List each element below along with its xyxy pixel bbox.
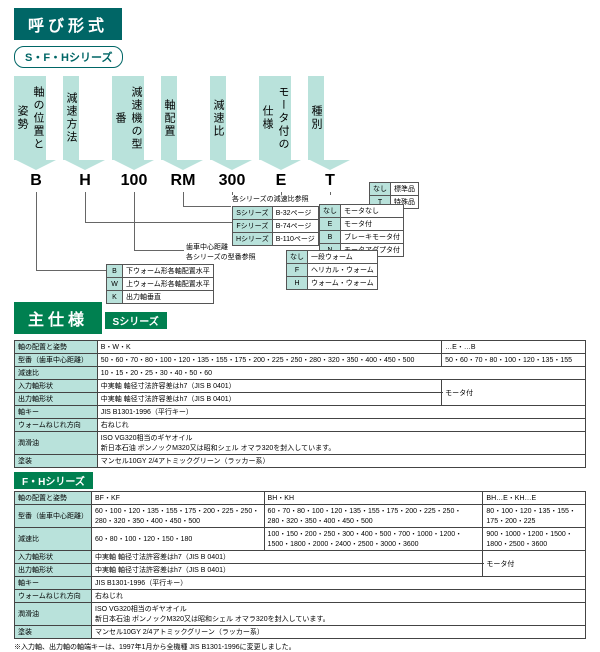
s-spec-table: 軸の配置と姿勢B・W・K…E・…B 型番（歯車中心距離）50・60・70・80・… [14, 340, 586, 468]
code: H [63, 172, 107, 190]
worm-table: なし一段ウォーム Fヘリカル・ウォーム Hウォーム・ウォーム [286, 250, 378, 290]
col-head: 軸配置 [161, 76, 177, 160]
col-head: 種別 [308, 76, 324, 160]
s-series-label: Sシリーズ [105, 312, 167, 329]
bwk-table: B下ウォーム形各軸配置水平 W上ウォーム形各軸配置水平 K出力軸垂直 [106, 264, 214, 304]
col-head: 減速方法 [63, 76, 79, 160]
code: 100 [112, 172, 156, 190]
fh-spec-table: 軸の配置と姿勢BF・KFBH・KHBH…E・KH…E 型番（歯車中心距離）60・… [14, 491, 586, 639]
code: RM [161, 172, 205, 190]
col-head: モータ付の仕様 [259, 76, 291, 160]
series-pill: S・F・Hシリーズ [14, 46, 123, 68]
ratio-note: 各シリーズの減速比参照 [232, 194, 309, 204]
title-naming: 呼び形式 [14, 8, 122, 40]
col-head: 減速機の型番 [112, 76, 144, 160]
code: E [259, 172, 303, 190]
code: 300 [210, 172, 254, 190]
code: B [14, 172, 58, 190]
col-head: 軸の位置と姿勢 [14, 76, 46, 160]
code: T [308, 172, 352, 190]
col-head: 減速比 [210, 76, 226, 160]
breakdown-diagram: なし標準品 T特殊品 なしモータなし Eモータ付 Bブレーキモータ付 Nモータア… [14, 192, 586, 302]
format-columns: 軸の位置と姿勢 B 減速方法 H 減速機の型番 100 軸配置 RM 減速比 300 モー… [14, 76, 586, 190]
model-note: 歯車中心距離各シリーズの型番参照 [186, 242, 256, 262]
fh-series-label: F・Hシリーズ [14, 472, 93, 489]
footnote: ※入力軸、出力軸の軸端キーは、1997年1月から全機種 JIS B1301-19… [14, 642, 586, 652]
title-spec: 主仕様 [14, 302, 102, 334]
pages-table: SシリーズB-32ページ FシリーズB-74ページ HシリーズB-110ページ [232, 206, 319, 246]
